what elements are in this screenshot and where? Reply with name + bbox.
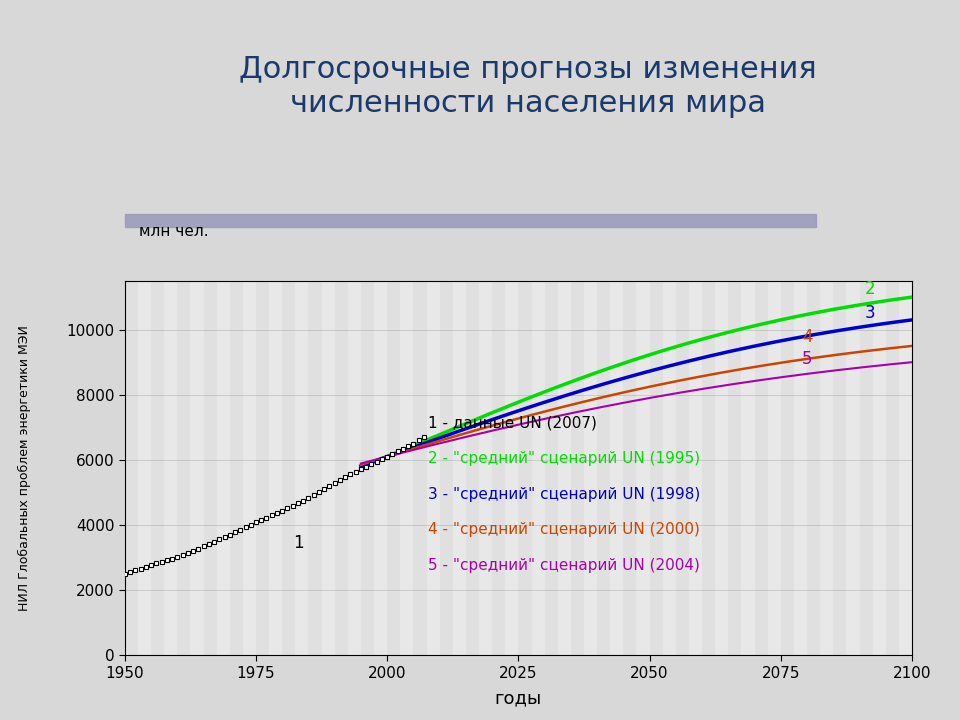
Bar	[308, 281, 322, 655]
Bar	[178, 281, 190, 655]
Bar	[361, 281, 374, 655]
Bar	[833, 281, 847, 655]
Bar	[597, 281, 611, 655]
Bar	[151, 281, 164, 655]
Text: 2 - "средний" сценарий UN (1995): 2 - "средний" сценарий UN (1995)	[428, 451, 700, 466]
Bar	[623, 281, 636, 655]
Text: 1 - данные UN (2007): 1 - данные UN (2007)	[428, 415, 597, 431]
Bar	[650, 281, 662, 655]
Bar	[544, 281, 558, 655]
Text: 4: 4	[802, 328, 812, 346]
Text: 3 - "средний" сценарий UN (1998): 3 - "средний" сценарий UN (1998)	[428, 487, 700, 502]
Text: 5 - "средний" сценарий UN (2004): 5 - "средний" сценарий UN (2004)	[428, 558, 700, 573]
Bar	[755, 281, 768, 655]
Bar	[518, 281, 532, 655]
Bar	[387, 281, 400, 655]
Bar	[780, 281, 794, 655]
Bar	[125, 281, 138, 655]
Bar	[702, 281, 715, 655]
Bar	[256, 281, 269, 655]
Bar	[229, 281, 243, 655]
Text: 4 - "средний" сценарий UN (2000): 4 - "средний" сценарий UN (2000)	[428, 522, 700, 537]
Bar	[204, 281, 217, 655]
Text: млн чел.: млн чел.	[139, 224, 209, 239]
Bar	[492, 281, 505, 655]
Bar	[729, 281, 741, 655]
Bar	[466, 281, 479, 655]
Bar	[282, 281, 296, 655]
Bar	[414, 281, 426, 655]
Text: 3: 3	[865, 305, 876, 323]
Bar	[440, 281, 453, 655]
Bar	[886, 281, 899, 655]
Text: НИЛ Глобальных проблем энергетики МЭИ: НИЛ Глобальных проблем энергетики МЭИ	[17, 325, 31, 611]
Bar	[807, 281, 820, 655]
Bar	[335, 281, 348, 655]
Bar	[912, 281, 925, 655]
Text: 2: 2	[865, 280, 876, 298]
X-axis label: годы: годы	[494, 689, 542, 707]
Text: 5: 5	[802, 350, 812, 368]
Text: Долгосрочные прогнозы изменения
численности населения мира: Долгосрочные прогнозы изменения численно…	[239, 55, 817, 117]
Bar	[676, 281, 689, 655]
Text: 1: 1	[293, 534, 303, 552]
Bar	[571, 281, 584, 655]
Bar	[859, 281, 873, 655]
